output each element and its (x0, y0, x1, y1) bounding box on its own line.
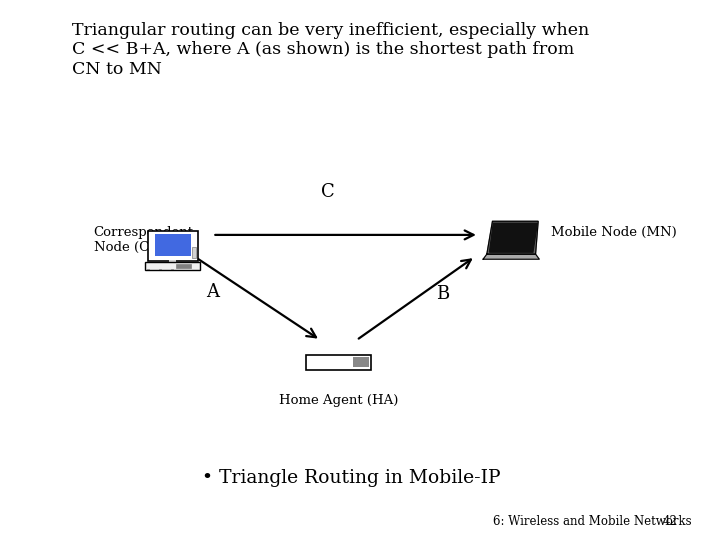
Text: B: B (436, 285, 449, 303)
Text: Correspondent
Node (CN): Correspondent Node (CN) (94, 226, 194, 254)
Bar (145, 262, 200, 270)
Text: • Triangle Routing in Mobile-IP: • Triangle Routing in Mobile-IP (202, 469, 500, 487)
Text: 42: 42 (662, 515, 678, 528)
Bar (148, 231, 197, 261)
Bar (169, 260, 176, 265)
Bar (155, 234, 191, 256)
Text: A: A (206, 282, 219, 301)
Polygon shape (490, 223, 537, 252)
Text: Mobile Node (MN): Mobile Node (MN) (551, 226, 677, 239)
Bar (305, 355, 372, 370)
Bar (176, 264, 191, 268)
Text: Triangular routing can be very inefficient, especially when
C << B+A, where A (a: Triangular routing can be very inefficie… (72, 22, 589, 78)
Text: 6: Wireless and Mobile Networks: 6: Wireless and Mobile Networks (493, 515, 692, 528)
Polygon shape (483, 254, 539, 259)
Bar (192, 247, 197, 258)
Bar (354, 357, 369, 367)
Polygon shape (487, 221, 538, 254)
Text: C: C (320, 183, 335, 201)
Text: Home Agent (HA): Home Agent (HA) (279, 394, 398, 407)
